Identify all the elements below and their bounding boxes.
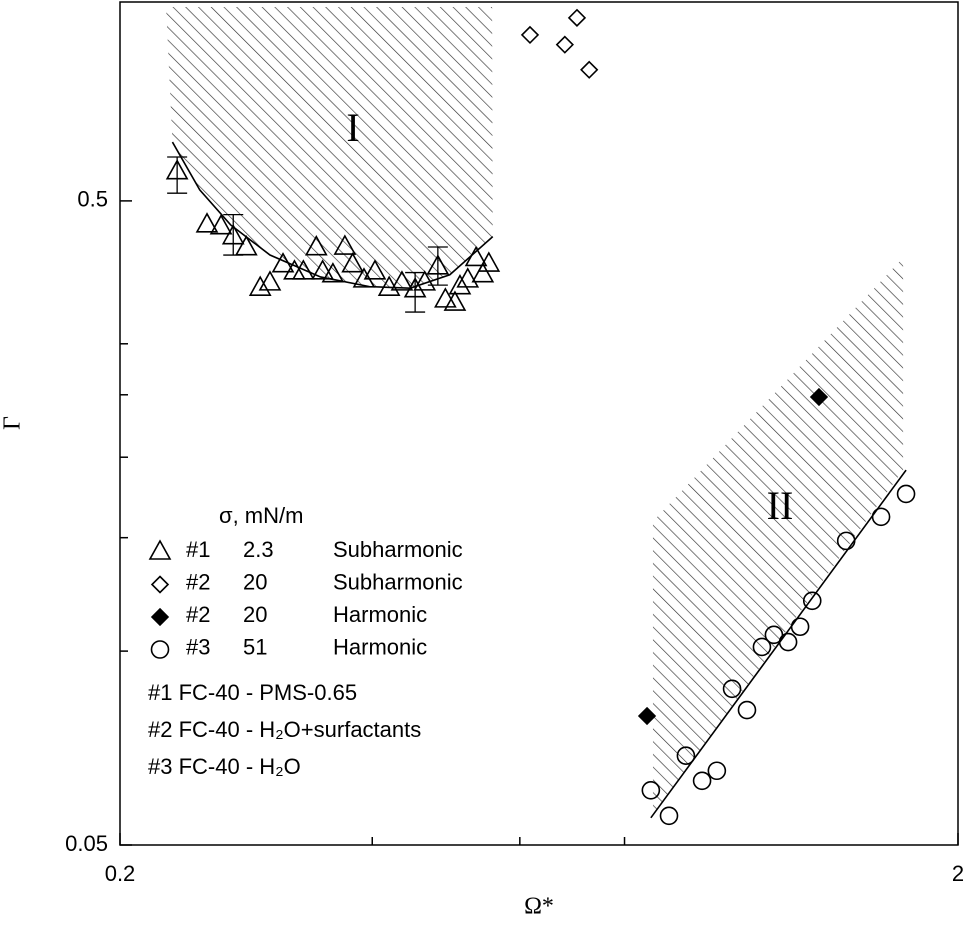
circle-marker: [752, 637, 772, 657]
legend-entry: #3 51 Harmonic: [150, 634, 427, 659]
region-label: II: [767, 483, 794, 528]
diamond-marker: [520, 25, 540, 45]
legend-title: σ, mN/m: [219, 503, 303, 528]
triangle-marker: [333, 234, 357, 255]
diamond-marker: [580, 60, 599, 79]
triangle-marker: [221, 224, 245, 245]
legend-sigma: 2.3: [243, 537, 274, 562]
legend-sigma: 20: [243, 602, 267, 627]
note: #2 FC-40 - H₂O+surfactants: [148, 717, 421, 742]
triangle-marker: [448, 273, 472, 295]
triangle-marker: [426, 254, 450, 275]
circle-marker: [676, 746, 696, 766]
circle-marker: [778, 632, 798, 652]
triangle-marker: [321, 262, 345, 283]
circle-marker: [659, 806, 679, 826]
legend-sigma: 20: [243, 569, 267, 594]
triangle-marker: [413, 270, 437, 291]
regions: [166, 7, 904, 815]
diamond-marker: [150, 607, 170, 627]
circle-marker: [722, 679, 742, 699]
legend-mode: Subharmonic: [333, 537, 463, 562]
triangle-marker: [258, 270, 282, 291]
triangle-marker: [456, 267, 480, 288]
circle-marker: [737, 700, 757, 720]
legend-entry: #2 20 Harmonic: [150, 602, 427, 627]
legend-name: #2: [186, 569, 210, 594]
circle-marker: [707, 761, 727, 781]
triangle-marker: [209, 214, 233, 235]
triangle-marker: [271, 252, 295, 273]
y-axis-label: Γ: [0, 416, 26, 430]
triangle-marker: [403, 277, 427, 298]
triangle-marker: [477, 251, 501, 272]
hatched-region: [166, 7, 493, 289]
region-label: I: [346, 105, 359, 150]
triangle-marker: [165, 159, 189, 180]
triangle-marker: [291, 259, 315, 280]
legend-name: #3: [186, 634, 210, 659]
x-tick-label: 2: [952, 861, 964, 886]
triangle-marker: [234, 235, 258, 256]
triangle-marker: [341, 252, 364, 273]
plot-frame: [119, 1, 959, 846]
diamond-marker: [567, 8, 587, 27]
triangle-marker: [363, 259, 387, 280]
diamond-marker: [637, 706, 657, 726]
hatched-region: [652, 257, 904, 815]
x-axis-label: Ω*: [524, 894, 554, 920]
legend-mode: Harmonic: [333, 602, 427, 627]
triangle-marker: [434, 287, 457, 308]
legend-name: #1: [186, 537, 210, 562]
x-tick-label: 0.2: [105, 861, 136, 886]
triangle-marker: [464, 245, 488, 267]
y-tick-label: 0.5: [77, 187, 108, 212]
legend-mode: Subharmonic: [333, 569, 463, 594]
legend-name: #2: [186, 602, 210, 627]
triangle-marker: [390, 270, 414, 291]
triangle-marker: [195, 212, 219, 233]
circle-marker: [896, 484, 916, 504]
y-tick-label: 0.05: [65, 831, 108, 856]
diamond-marker: [150, 575, 170, 594]
circle-marker: [150, 640, 170, 659]
error-bar: [167, 156, 188, 194]
triangle-marker: [304, 235, 328, 256]
triangle-marker: [248, 275, 272, 296]
circle-marker: [641, 780, 661, 800]
note: #1 FC-40 - PMS-0.65: [148, 680, 357, 705]
circle-marker: [802, 591, 822, 611]
circle-marker: [836, 531, 856, 551]
triangle-marker: [443, 290, 467, 311]
triangle-marker: [148, 539, 172, 560]
circle-marker: [871, 507, 891, 527]
triangle-marker: [352, 267, 376, 288]
legend-mode: Harmonic: [333, 634, 427, 659]
note: #3 FC-40 - H₂O: [148, 754, 301, 779]
diamond-marker: [809, 387, 829, 407]
triangle-marker: [311, 259, 334, 280]
fit-line: [171, 141, 494, 289]
legend-entry: #2 20 Subharmonic: [150, 569, 463, 594]
diamond-marker: [555, 35, 574, 54]
circle-marker: [790, 617, 810, 637]
triangle-marker: [471, 262, 495, 283]
legend-entry: #1 2.3 Subharmonic: [148, 537, 463, 562]
circle-marker: [692, 771, 712, 791]
legend-sigma: 51: [243, 634, 267, 659]
